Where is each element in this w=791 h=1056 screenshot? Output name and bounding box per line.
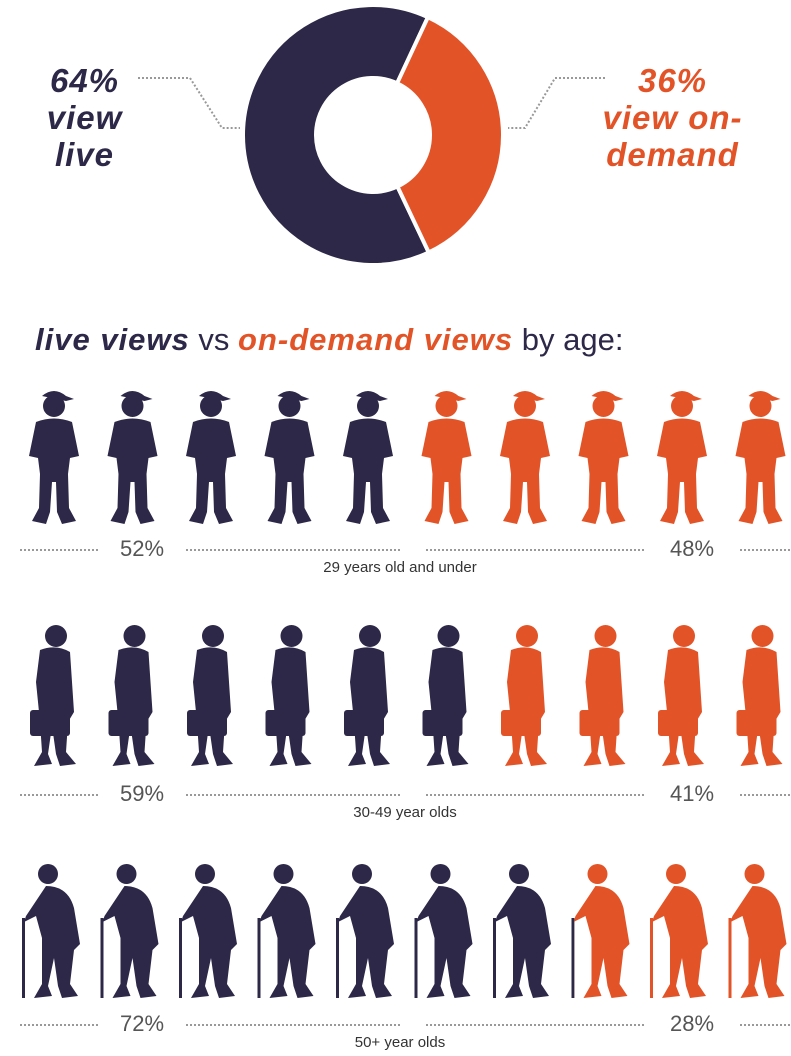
pictogram-fill <box>20 617 475 777</box>
value-label: 59% <box>120 781 164 806</box>
value-label: 41% <box>670 781 714 806</box>
category-label: view on-demand <box>602 99 743 173</box>
value-label: 72% <box>120 1011 164 1036</box>
live-label: 64% view live <box>22 62 147 173</box>
leader-line <box>508 77 605 129</box>
group-label: 50+ year olds <box>355 1034 445 1051</box>
value-label: 28% <box>670 1011 714 1036</box>
pictogram-fill <box>574 853 790 1013</box>
pictogram-fill <box>420 385 790 545</box>
group-label: 30-49 year olds <box>353 804 456 821</box>
donut-slice <box>241 3 432 267</box>
category-label: view live <box>46 99 123 173</box>
title-on-demand: on-demand views <box>238 322 514 357</box>
on-demand-label: 36% view on-demand <box>555 62 790 173</box>
section-title: live views vs on-demand views by age: <box>35 322 623 358</box>
title-by-age: by age: <box>521 322 624 357</box>
title-vs: vs <box>198 322 230 357</box>
leader-line <box>138 77 240 129</box>
value-label: 36% <box>637 62 708 99</box>
group-label: 29 years old and under <box>323 559 476 576</box>
pictogram-fill <box>20 385 421 545</box>
pictogram-fill <box>474 617 790 777</box>
value-label: 52% <box>120 536 164 561</box>
value-label: 64% <box>49 62 120 99</box>
donut-slice <box>394 14 505 256</box>
pictogram-fill <box>20 853 575 1013</box>
value-label: 48% <box>670 536 714 561</box>
title-live: live views <box>35 322 190 357</box>
